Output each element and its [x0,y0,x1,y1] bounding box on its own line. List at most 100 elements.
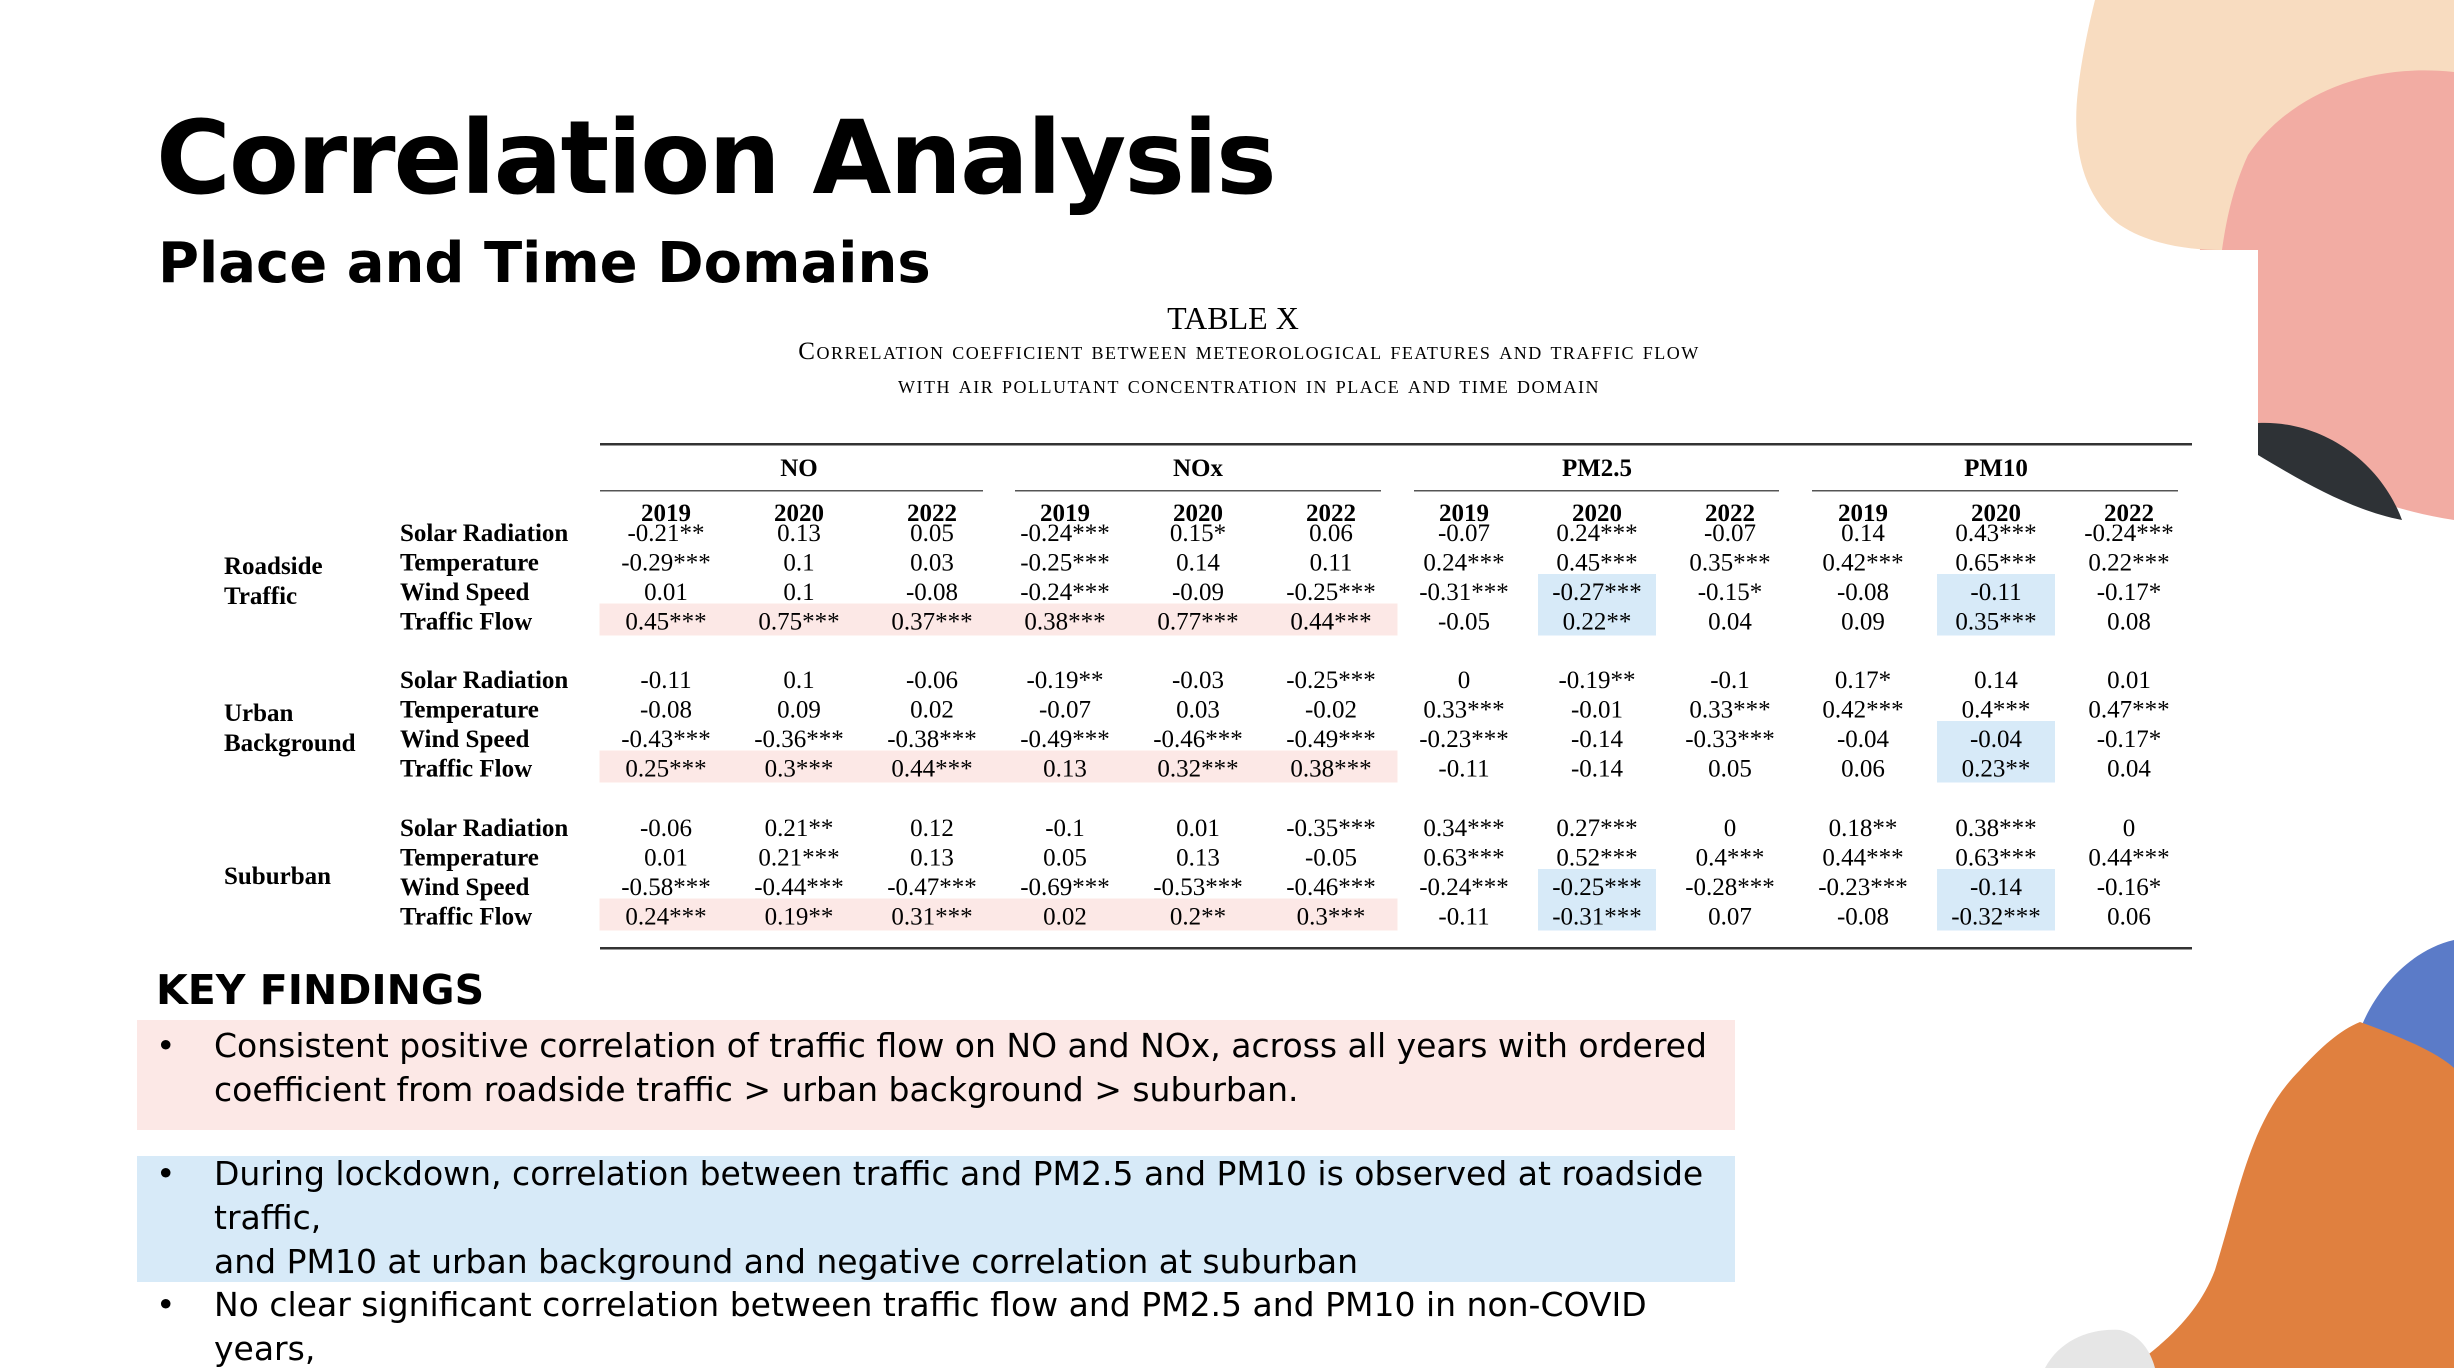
table-cell: 0.02 [1043,904,1087,931]
table-caption: TABLE X [1167,300,1299,336]
pollutant-header: PM10 [1964,455,2028,482]
year-header: 2020 [1173,500,1223,527]
table-cell: 0.14 [1841,520,1885,547]
table-cell: 0.45*** [1556,550,1637,577]
table-cell: 0.42*** [1822,697,1903,724]
cell-highlight [1937,898,2055,931]
cell-highlight [865,750,999,783]
table-cell: -0.25*** [1552,874,1642,901]
cell-highlight [998,750,1132,783]
table-cell: 0.3*** [1297,904,1366,931]
table-cell: 0.63*** [1955,845,2036,872]
slide-subtitle: Place and Time Domains [158,231,931,296]
feature-label: Wind Speed [400,726,530,753]
table-cell: -0.06 [640,815,692,842]
table-cell: -0.02 [1305,697,1357,724]
cell-highlight [1538,603,1656,636]
table-cell: -0.01 [1571,697,1623,724]
feature-label: Temperature [400,697,539,724]
table-cell: -0.17* [2097,579,2162,606]
table-cell: 0.3*** [765,756,834,783]
table-cell: 0.2** [1170,904,1226,931]
salmon-blob-shape [2199,64,2454,520]
table-cell: 0.05 [1708,756,1752,783]
grey-blob-shape [2045,1329,2155,1368]
cell-highlight [732,603,866,636]
finding-line: coefficient from roadside traffic > urba… [214,1070,1299,1109]
table-cell: -0.25*** [1286,579,1376,606]
slide-title: Correlation Analysis [156,99,1277,218]
table-cell: -0.19** [1558,667,1635,694]
table-cell: 0.35*** [1955,609,2036,636]
table-cell: -0.07 [1438,520,1490,547]
feature-label: Wind Speed [400,874,530,901]
table-cell: 0.14 [1974,667,2018,694]
table-cell: 0.65*** [1955,550,2036,577]
table-cell: -0.53*** [1153,874,1243,901]
pollutant-underline [1414,490,1779,492]
cell-highlight [865,898,999,931]
table-cell: 0 [1458,667,1471,694]
pollutant-header: PM2.5 [1562,455,1632,482]
cell-highlight [1937,750,2055,783]
table-cell: 0.09 [777,697,821,724]
table-cell: 0.06 [2107,904,2151,931]
table-cell: 0.14 [1176,550,1220,577]
table-bottom-rule [600,947,2192,950]
table-cell: -0.46*** [1153,726,1243,753]
finding-item-2: • During lockdown, correlation between t… [156,1152,1746,1284]
table-cell: 0.13 [777,520,821,547]
table-cell: -0.14 [1970,874,2023,901]
table-cell: -0.05 [1305,845,1357,872]
table-cell: -0.27*** [1552,579,1642,606]
year-header: 2019 [1040,500,1090,527]
table-cell: 0.04 [1708,609,1752,636]
cell-highlight [732,898,866,931]
table-cell: 0.63*** [1423,845,1504,872]
table-cell: -0.04 [1970,726,2023,753]
table-cell: -0.08 [640,697,692,724]
table-cell: 0.44*** [1822,845,1903,872]
table-cell: 0.37*** [891,609,972,636]
table-cell: 0.44*** [2088,845,2169,872]
pollutant-underline [1015,490,1381,492]
cell-highlight [732,750,866,783]
table-cell: -0.58*** [621,874,711,901]
table-cell: 0.21*** [758,845,839,872]
table-cell: -0.09 [1172,579,1224,606]
table-cell: 0.01 [644,845,688,872]
table-cell: 0.31*** [891,904,972,931]
pollutant-header: NOx [1173,455,1224,482]
cell-highlight [1937,721,2055,753]
feature-label: Traffic Flow [400,756,532,783]
table-cell: 0 [1724,815,1737,842]
table-cell: 0.19** [765,904,834,931]
table-cell: 0.38*** [1955,815,2036,842]
bullet-dot: • [156,1285,176,1324]
table-cell: 0.27*** [1556,815,1637,842]
table-cell: 0.44*** [891,756,972,783]
table-cell: 0.01 [1176,815,1220,842]
table-cell: 0.25*** [625,756,706,783]
orange-blob-shape [2130,1022,2454,1368]
table-cell: -0.03 [1172,667,1224,694]
table-cell: 0.24*** [1556,520,1637,547]
cell-highlight [1264,898,1398,931]
table-cell: 0.01 [2107,667,2151,694]
table-cell: 0.06 [1841,756,1885,783]
cell-highlight [998,603,1132,636]
group-label: Roadside [224,553,323,580]
table-cell: 0.47*** [2088,697,2169,724]
finding-highlight-pink [137,1020,1735,1130]
table-cell: 0.33*** [1689,697,1770,724]
table-cell: -0.23*** [1419,726,1509,753]
table-cell: 0.35*** [1689,550,1770,577]
table-cell: -0.11 [1438,904,1489,931]
table-cell: 0.15* [1170,520,1226,547]
dark-blob-shape [2258,422,2402,520]
table-cell: 0.13 [1176,845,1220,872]
table-cell: -0.28*** [1685,874,1775,901]
table-cell: 0.4*** [1696,845,1765,872]
table-cell: -0.1 [1710,667,1750,694]
